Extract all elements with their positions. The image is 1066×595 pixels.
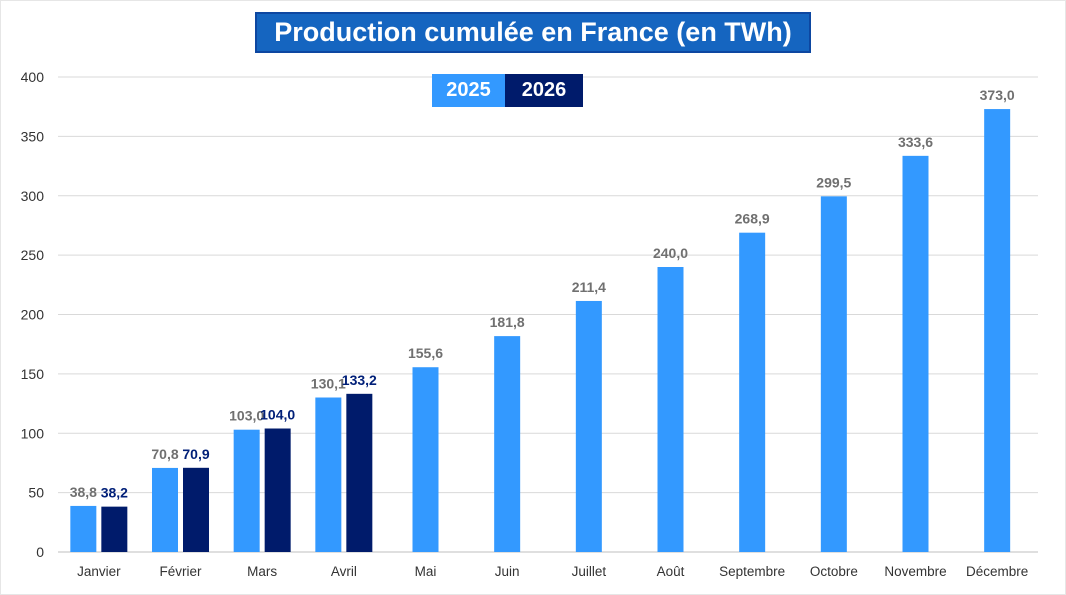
data-label-2025: 38,8	[70, 484, 97, 500]
y-tick-label: 150	[21, 366, 45, 382]
chart-title: Production cumulée en France (en TWh)	[274, 17, 792, 47]
data-label-2025: 333,6	[898, 134, 933, 150]
x-category-label: Novembre	[884, 564, 946, 579]
data-label-2025: 240,0	[653, 245, 688, 261]
bar-2026	[101, 506, 128, 552]
bar-2026	[346, 393, 373, 552]
x-category-label: Février	[159, 564, 202, 579]
data-label-2026: 70,9	[182, 446, 209, 462]
bar-2025	[820, 196, 847, 552]
bar-2025	[412, 367, 439, 552]
y-tick-label: 200	[21, 307, 45, 323]
data-label-2026: 133,2	[342, 372, 377, 388]
x-category-label: Septembre	[719, 564, 785, 579]
data-label-2025: 211,4	[572, 279, 606, 295]
y-tick-label: 300	[21, 188, 45, 204]
y-tick-label: 50	[28, 485, 44, 501]
bar-2025	[657, 267, 684, 552]
data-label-2025: 373,0	[980, 87, 1015, 103]
bar-2025	[315, 397, 342, 552]
y-tick-label: 400	[21, 69, 45, 85]
x-category-label: Janvier	[77, 564, 121, 579]
bar-2025	[494, 336, 521, 552]
legend-item-2025: 2025	[432, 74, 505, 107]
y-tick-label: 0	[36, 544, 44, 560]
bar-2025	[984, 109, 1011, 552]
data-label-2025: 299,5	[816, 174, 851, 190]
x-category-label: Juillet	[572, 564, 607, 579]
chart-title-banner: Production cumulée en France (en TWh)	[255, 12, 811, 53]
bar-2026	[183, 467, 209, 552]
x-category-label: Décembre	[966, 564, 1028, 579]
x-category-label: Avril	[331, 564, 357, 579]
data-label-2025: 268,9	[735, 211, 770, 227]
bar-2026	[264, 428, 291, 552]
x-category-label: Août	[657, 564, 685, 579]
data-label-2025: 181,8	[490, 314, 525, 330]
legend: 2025 2026	[432, 74, 583, 107]
legend-item-2026: 2026	[505, 74, 583, 107]
y-tick-label: 350	[21, 128, 45, 144]
bar-2025	[233, 429, 260, 552]
bar-2025	[152, 467, 178, 552]
data-label-2025: 155,6	[408, 345, 443, 361]
data-label-2026: 38,2	[101, 485, 128, 501]
x-category-label: Mars	[247, 564, 277, 579]
bar-2025	[575, 300, 602, 552]
data-label-2025: 103,0	[229, 408, 264, 424]
data-label-2026: 104,0	[260, 407, 295, 423]
y-tick-label: 250	[21, 247, 45, 263]
x-category-label: Octobre	[810, 564, 858, 579]
x-category-label: Mai	[415, 564, 437, 579]
bar-2025	[70, 505, 97, 552]
x-category-label: Juin	[495, 564, 520, 579]
y-tick-label: 100	[21, 425, 45, 441]
data-label-2025: 130,1	[311, 376, 346, 392]
bar-2025	[902, 155, 929, 552]
data-label-2025: 70,8	[151, 446, 178, 462]
bar-2025	[739, 232, 766, 552]
